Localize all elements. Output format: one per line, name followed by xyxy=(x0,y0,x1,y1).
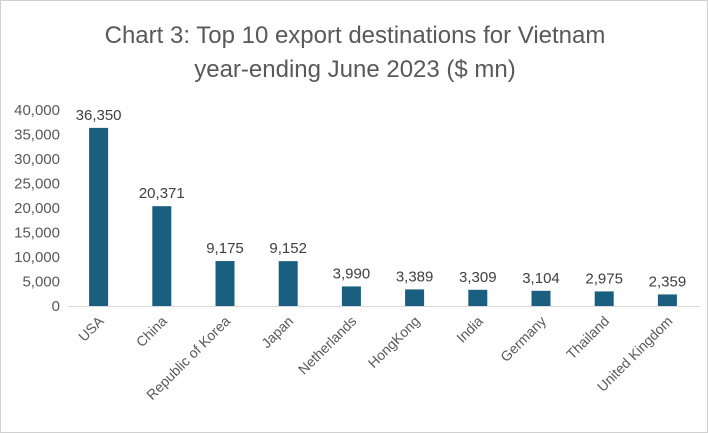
bar xyxy=(215,261,235,306)
y-tick-label: 40,000 xyxy=(14,102,60,119)
bar xyxy=(341,286,361,306)
x-tick-label: Netherlands xyxy=(295,313,360,378)
y-tick-label: 10,000 xyxy=(14,249,60,266)
data-label: 2,359 xyxy=(649,273,687,290)
data-label: 9,152 xyxy=(269,240,307,257)
data-label: 3,309 xyxy=(459,269,497,286)
bar xyxy=(152,206,172,306)
data-labels: 36,350 20,371 9,175 9,152 3,990 3,389 3,309 3,1… xyxy=(76,107,687,291)
chart-title-line1: Chart 3: Top 10 export destinations for … xyxy=(104,22,606,49)
y-tick-label: 15,000 xyxy=(14,225,60,242)
bar xyxy=(531,290,551,306)
chart-title-line2: year-ending June 2023 ($ mn) xyxy=(194,56,516,83)
data-label: 36,350 xyxy=(76,107,122,124)
data-label: 9,175 xyxy=(206,240,244,257)
y-tick-label: 30,000 xyxy=(14,151,60,168)
x-tick-label: China xyxy=(133,313,170,350)
y-tick-label: 20,000 xyxy=(14,200,60,217)
data-label: 3,990 xyxy=(333,265,371,282)
y-tick-label: 0 xyxy=(52,298,60,315)
bar xyxy=(594,291,614,306)
x-tick-label: Thailand xyxy=(563,313,612,362)
bar xyxy=(278,261,298,306)
y-axis: 0 5,000 10,000 15,000 20,000 25,000 30,000 35,0… xyxy=(14,102,60,315)
x-tick-label: Japan xyxy=(258,313,296,351)
bar xyxy=(657,294,677,306)
bar xyxy=(89,127,109,306)
data-label: 3,104 xyxy=(522,270,560,287)
x-tick-label: India xyxy=(453,313,486,346)
y-tick-label: 35,000 xyxy=(14,127,60,144)
bar xyxy=(405,289,425,306)
y-tick-label: 5,000 xyxy=(22,274,60,291)
data-label: 2,975 xyxy=(585,270,623,287)
x-tick-label: HongKong xyxy=(365,313,423,371)
x-tick-label: Germany xyxy=(497,313,549,365)
data-label: 3,389 xyxy=(396,268,434,285)
chart-title: Chart 3: Top 10 export destinations for … xyxy=(1,19,708,87)
data-label: 20,371 xyxy=(139,185,185,202)
bars xyxy=(89,127,677,306)
x-tick-label: USA xyxy=(75,312,107,344)
bar xyxy=(468,289,488,306)
y-tick-label: 25,000 xyxy=(14,176,60,193)
